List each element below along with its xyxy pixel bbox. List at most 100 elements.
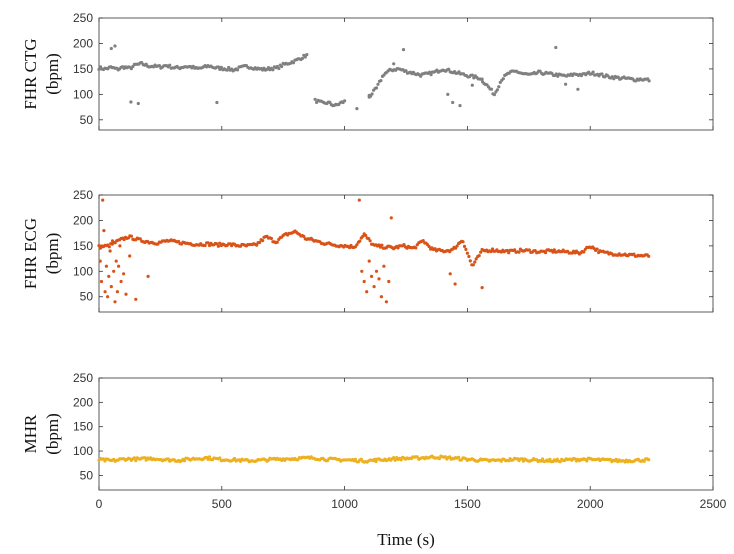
data-point [227,65,231,70]
outlier-point [458,104,462,108]
outlier-point [118,244,122,248]
data-point [379,79,383,83]
outlier-point [134,297,138,301]
panel-1: 50 100 150 200 250 FHR CTG (bpm) [21,11,714,131]
y-tick-label: 250 [73,371,93,385]
outlier-point [564,82,568,86]
data-point [554,72,558,76]
outlier-point [113,300,117,304]
plot-area-frame [98,377,714,491]
outlier-point [451,100,455,105]
y-tick-label: 100 [73,444,93,458]
data-point [447,67,451,71]
data-point [359,457,363,461]
outlier-point [379,295,383,299]
data-point [464,247,468,251]
outlier-point [104,264,108,268]
data-point [437,457,441,461]
data-point [206,457,210,461]
data-point [393,458,397,462]
data-point [415,455,419,459]
data-point [474,257,478,261]
outlier-point [365,290,369,294]
data-point [448,455,452,459]
outlier-point [377,277,381,281]
data-point [600,72,604,76]
outlier-point [382,264,386,268]
data-point [370,92,374,96]
data-point [225,68,229,72]
data-point [591,70,595,74]
data-point [497,85,501,89]
y-axis-units: (bpm) [43,233,62,275]
data-point [157,64,161,68]
data-point [219,65,223,69]
outlier-point [98,259,102,263]
outlier-point [102,229,106,233]
outlier-point [389,216,393,220]
data-point [517,250,521,254]
data-point [303,55,307,59]
outlier-point [119,279,123,284]
data-point [374,459,378,464]
outlier-point [110,239,115,243]
data-point [361,234,365,238]
outlier-point [384,300,388,304]
data-point [507,251,511,255]
data-point [414,246,418,250]
data-point [376,82,380,86]
outlier-point [357,198,361,202]
x-tick-label: 2000 [577,497,604,511]
data-point [216,244,220,248]
data-point [203,243,207,248]
x-tick-label: 1500 [454,497,481,511]
data-point [421,239,425,243]
data-point [527,248,531,252]
data-point [271,68,275,72]
outlier-point [576,87,580,91]
outlier-point [480,286,484,290]
y-tick-label: 50 [80,113,94,127]
data-point [218,456,222,460]
data-point [143,456,147,460]
data-point [277,66,281,71]
data-point [419,74,423,78]
outlier-point [106,295,110,299]
data-point [489,87,494,91]
y-tick-label: 150 [73,420,93,434]
y-tick-label: 150 [73,62,93,76]
y-axis-label: FHR ECG [21,218,40,289]
y-tick-label: 100 [73,264,93,278]
data-point [501,77,505,81]
data-point [468,259,472,263]
data-point [479,250,483,254]
data-point [443,455,447,459]
data-point [477,254,481,258]
data-point [305,53,309,57]
y-tick-label: 250 [73,188,93,202]
data-point [614,457,618,461]
data-point [399,458,403,462]
y-tick-label: 200 [73,213,93,227]
outlier-point [107,274,111,278]
data-point [255,243,259,247]
outlier-point [554,45,558,50]
outlier-point [367,93,371,97]
outlier-point [115,290,119,294]
outlier-point [112,269,116,273]
data-point [647,458,651,462]
data-point [97,244,101,248]
data-point [470,73,474,77]
data-point [206,241,210,245]
outlier-point [128,254,132,258]
data-point [392,456,396,460]
series-points [97,198,651,304]
y-tick-label: 200 [73,36,93,50]
data-point [380,243,384,247]
outlier-point [470,83,474,87]
data-point [218,241,222,245]
data-point [216,65,220,69]
data-point [134,459,138,463]
data-point [291,61,296,65]
